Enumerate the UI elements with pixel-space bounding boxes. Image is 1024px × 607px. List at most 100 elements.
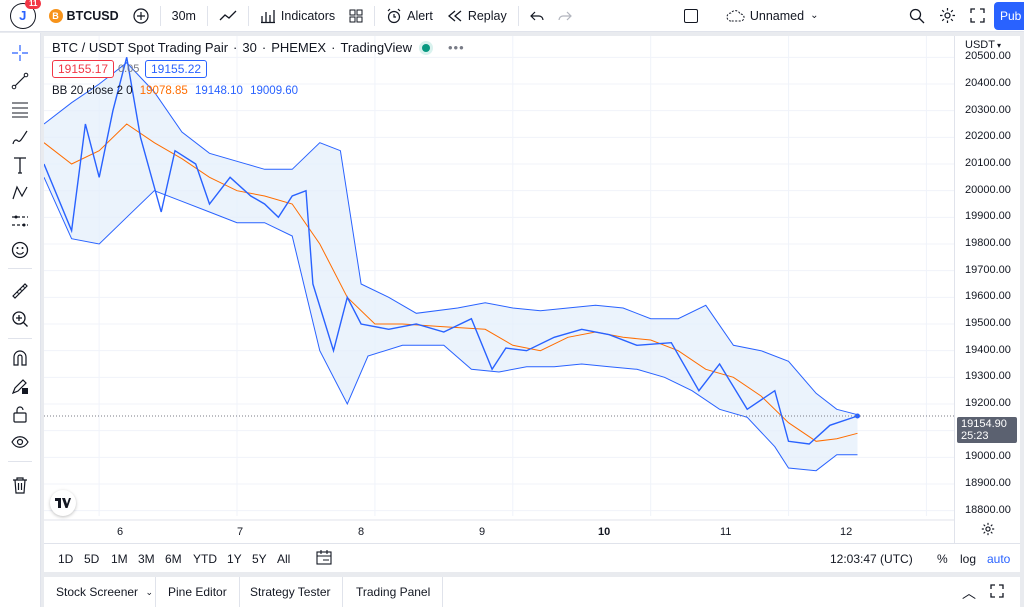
indicators-button[interactable]: Indicators	[253, 0, 342, 32]
range-1m-button[interactable]: 1M	[111, 552, 128, 566]
search-button[interactable]	[902, 0, 932, 32]
bottom-panel-tabs: Stock Screener ⌄ Pine Editor Strategy Tes…	[44, 577, 1020, 607]
prediction-icon[interactable]	[10, 211, 30, 231]
fullscreen-button[interactable]	[963, 0, 992, 32]
magnet-icon[interactable]	[10, 348, 30, 368]
legend-separator: ·	[261, 40, 267, 55]
spread-value: 0.05	[118, 63, 140, 75]
publish-button[interactable]: Pub	[994, 2, 1024, 30]
trash-icon[interactable]	[10, 475, 30, 495]
utc-clock[interactable]: 12:03:47 (UTC)	[830, 552, 913, 566]
maximize-icon[interactable]	[990, 584, 1004, 601]
percent-toggle[interactable]: %	[937, 552, 948, 566]
price-tick-label: 18900.00	[965, 477, 1011, 489]
ruler-icon[interactable]	[10, 281, 30, 301]
bb-upper-value: 19148.10	[194, 85, 243, 97]
replay-button[interactable]: Replay	[440, 0, 514, 32]
grid-icon	[349, 9, 363, 22]
range-all-button[interactable]: All	[277, 552, 291, 566]
price-tick-label: 20400.00	[965, 77, 1011, 89]
price-tick-label: 20500.00	[965, 50, 1011, 63]
divider	[8, 338, 32, 339]
legend-title: BTC / USDT Spot Trading Pair	[52, 40, 229, 55]
trend-line-icon[interactable]	[10, 71, 30, 91]
user-avatar[interactable]: J 11	[10, 0, 42, 29]
legend-exchange: PHEMEX	[271, 40, 327, 55]
chevron-down-icon: ⌄	[145, 587, 153, 597]
layouts-button[interactable]	[342, 0, 370, 32]
log-toggle[interactable]: log	[960, 552, 977, 566]
crosshair-icon[interactable]	[10, 43, 30, 63]
settings-button[interactable]	[932, 0, 963, 32]
price-tick-label: 18800.00	[965, 503, 1011, 516]
range-ytd-button[interactable]: YTD	[193, 552, 217, 566]
time-label: 11	[720, 526, 732, 538]
range-5d-button[interactable]: 5D	[84, 552, 100, 566]
undo-button[interactable]	[523, 0, 551, 32]
eye-icon[interactable]	[10, 432, 30, 452]
chevron-down-icon: ⌄	[810, 10, 819, 21]
range-5y-button[interactable]: 5Y	[252, 552, 267, 566]
tab-pine-editor[interactable]: Pine Editor	[156, 577, 240, 607]
chevron-up-icon[interactable]: ︿	[962, 585, 976, 601]
chart-type-button[interactable]	[212, 0, 244, 32]
lock-icon[interactable]	[10, 404, 30, 424]
range-1y-button[interactable]: 1Y	[227, 552, 242, 566]
currency-selector[interactable]: USDT ▾	[965, 39, 1001, 51]
redo-button[interactable]	[551, 0, 579, 32]
price-chart[interactable]	[44, 36, 954, 543]
zoom-in-icon[interactable]	[10, 309, 30, 329]
smiley-icon[interactable]	[10, 240, 30, 260]
pencil-lock-icon[interactable]	[10, 376, 30, 396]
plus-circle-icon	[133, 7, 149, 24]
range-1d-button[interactable]: 1D	[58, 552, 74, 566]
tab-trading-panel[interactable]: Trading Panel	[344, 577, 444, 607]
replay-label: Replay	[467, 8, 507, 23]
bollinger-band-fill	[44, 62, 858, 471]
bb-basis-value: 19078.85	[139, 85, 188, 97]
time-label: 12	[840, 526, 853, 538]
time-label: 7	[237, 526, 244, 538]
price-axis[interactable]: USDT ▾ 20500.00 20400.00 20300.00 20200.00 20…	[954, 36, 1020, 543]
divider	[159, 5, 161, 26]
layout-name-label: Unnamed	[749, 8, 805, 23]
range-6m-button[interactable]: 6M	[165, 552, 182, 566]
sell-price-button[interactable]: 19155.17	[52, 60, 115, 78]
chart-settings-gear-icon[interactable]	[981, 522, 995, 541]
alert-button[interactable]: Alert	[379, 0, 440, 32]
undo-icon	[529, 11, 544, 20]
gear-icon	[940, 8, 955, 23]
fib-retracement-icon[interactable]	[10, 99, 30, 119]
brush-icon[interactable]	[10, 127, 30, 147]
legend-separator: ·	[331, 40, 336, 55]
range-3m-button[interactable]: 3M	[138, 552, 155, 566]
symbol-search[interactable]: B BTCUSD	[42, 0, 126, 32]
chart-pane[interactable]: BTC / USDT Spot Trading Pair · 30 · PHEM…	[44, 36, 954, 543]
layout-name-button[interactable]: Unnamed ⌄	[719, 0, 826, 32]
price-tick-label: 19900.00	[965, 210, 1011, 223]
tab-stock-screener[interactable]: Stock Screener ⌄	[44, 577, 156, 607]
tab-strategy-tester[interactable]: Strategy Tester	[238, 577, 344, 607]
compare-add-button[interactable]	[126, 0, 156, 32]
auto-toggle[interactable]: auto	[987, 552, 1011, 566]
market-open-status-icon	[422, 43, 430, 52]
tradingview-logo[interactable]	[50, 490, 76, 516]
divider	[206, 5, 208, 26]
buy-price-button[interactable]: 19155.22	[145, 60, 208, 78]
divider	[517, 5, 519, 26]
tab-label: Stock Screener	[56, 585, 139, 599]
divider	[8, 461, 32, 462]
text-icon[interactable]	[10, 155, 30, 175]
multi-select-toggle[interactable]	[677, 0, 719, 32]
indicator-legend[interactable]: BB 20 close 2 0 19078.85 19148.10 19009.…	[52, 85, 302, 97]
pattern-icon[interactable]	[10, 183, 30, 203]
interval-button[interactable]: 30m	[171, 8, 196, 23]
more-options-icon[interactable]: •••	[448, 40, 465, 55]
top-toolbar: J 11 B BTCUSD 30m Indicators Alert Repla…	[0, 0, 1024, 32]
divider	[374, 5, 376, 26]
price-tick-label: 19700.00	[965, 263, 1011, 276]
price-line	[44, 57, 858, 445]
bollinger-lower-line	[44, 177, 858, 472]
bitcoin-icon: B	[48, 8, 63, 23]
date-range-calendar-icon[interactable]	[316, 550, 332, 568]
